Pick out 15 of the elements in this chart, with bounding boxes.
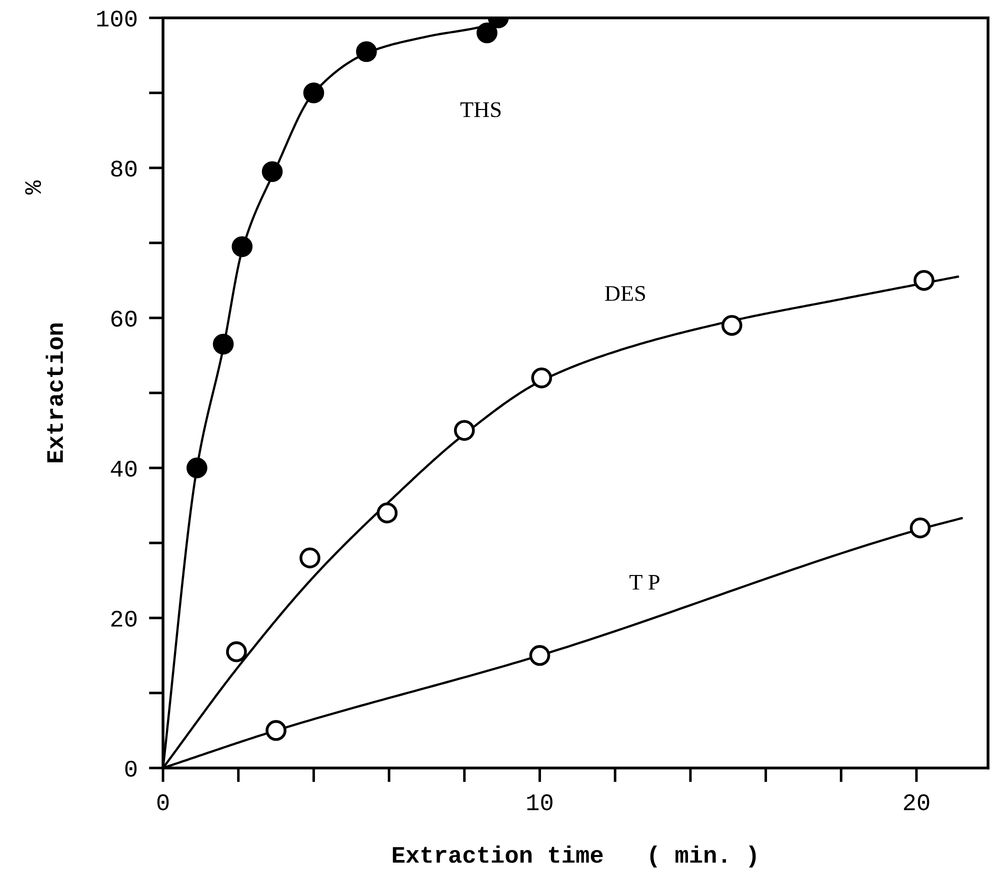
- y-tick-label: 0: [125, 760, 137, 777]
- y-tick-label: 80: [111, 160, 137, 177]
- y-tick-label: 60: [111, 310, 137, 327]
- y-axis-title: Extraction: [46, 324, 64, 462]
- annotation: T P: [630, 574, 660, 590]
- x-tick-label: 0: [157, 794, 169, 810]
- y-tick-label: 20: [111, 610, 137, 627]
- x-axis-title: Extraction time ( min. ): [392, 846, 756, 868]
- y-tick-label: 100: [97, 10, 137, 27]
- annotation: DES: [605, 286, 646, 301]
- x-tick-label: 20: [904, 794, 930, 810]
- y-tick-label: 40: [110, 460, 137, 477]
- annotation: THS: [460, 102, 501, 118]
- x-tick-label: 10: [527, 794, 552, 810]
- text: %: [25, 180, 42, 195]
